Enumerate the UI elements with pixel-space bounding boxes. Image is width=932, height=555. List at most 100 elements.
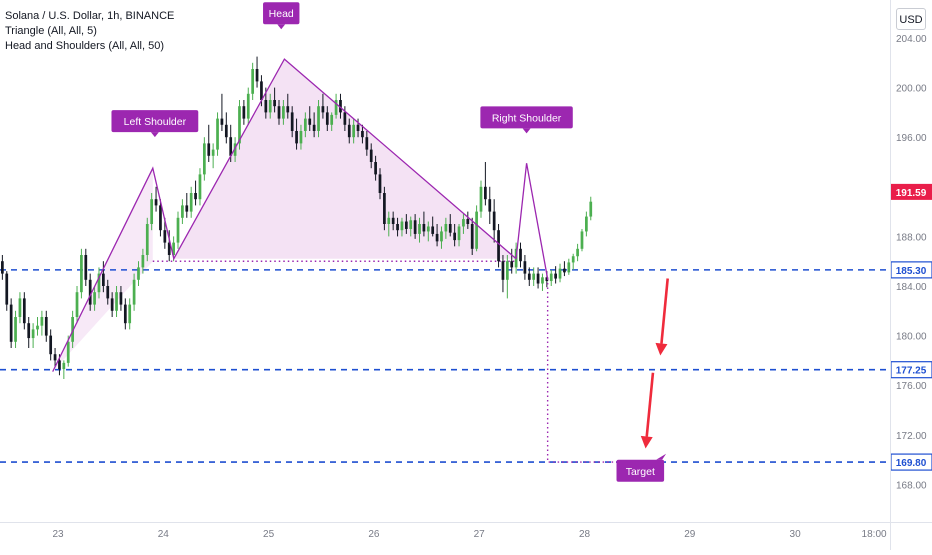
candle-body (330, 114, 334, 125)
candle-body (150, 199, 154, 224)
price-level-tag-text: 169.80 (896, 458, 927, 469)
candle-body (369, 149, 373, 162)
candle-body (1, 261, 4, 274)
candle-body (141, 255, 145, 268)
candle-body (492, 211, 496, 231)
currency-button[interactable]: USD (896, 8, 926, 30)
pattern-label-box[interactable] (111, 110, 199, 133)
candle-body (22, 298, 26, 324)
time-axis-divider (0, 522, 932, 523)
pattern-label-pointer (150, 132, 159, 138)
candle-body (119, 292, 123, 305)
candle-body (448, 224, 452, 233)
x-tick-label: 25 (263, 529, 275, 540)
candle-body (501, 261, 505, 280)
candle-body (189, 193, 193, 212)
candle-body (194, 193, 197, 200)
candle-body (585, 216, 588, 232)
y-tick-label: 196.00 (896, 133, 927, 144)
candle-body (71, 317, 74, 342)
candle-body (264, 100, 268, 113)
candle-body (303, 118, 307, 131)
pattern-label-box[interactable] (616, 459, 665, 482)
down-arrow-head (640, 435, 653, 449)
pattern-label-box[interactable] (480, 106, 573, 129)
candle-body (220, 118, 224, 125)
x-tick-label: 26 (368, 529, 380, 540)
legend-indicator-triangle[interactable]: Triangle (All, All, 5) (5, 25, 97, 37)
candle-body (404, 221, 408, 229)
candle-body (466, 219, 470, 224)
candle-body (145, 224, 149, 255)
candle-body (444, 224, 448, 232)
candle-body (308, 118, 312, 125)
candle-body (541, 277, 544, 284)
candle-body (299, 131, 303, 144)
candle-body (391, 217, 395, 224)
candle-body (475, 211, 478, 249)
y-tick-label: 180.00 (896, 332, 927, 343)
y-tick-label: 176.00 (896, 381, 927, 392)
current-price-text: 191.59 (896, 188, 927, 199)
candle-body (31, 329, 35, 339)
candle-body (563, 268, 566, 273)
candle-body (453, 232, 457, 241)
pattern-label-text: Target (626, 466, 655, 478)
candle-body (163, 230, 167, 243)
candle-body (325, 112, 329, 125)
candle-body (18, 298, 22, 317)
candle-body (132, 279, 136, 305)
candle-body (176, 217, 180, 243)
candle-body (211, 149, 215, 156)
y-tick-label: 188.00 (896, 232, 927, 243)
candle-body (527, 273, 531, 280)
candle-body (549, 273, 553, 282)
candle-body (356, 124, 360, 131)
legend-symbol: Solana / U.S. Dollar, 1h, BINANCE (5, 10, 175, 22)
candle-body (413, 220, 417, 234)
price-level-tag[interactable] (890, 361, 932, 379)
candle-body (106, 286, 110, 299)
candle-body (387, 217, 391, 224)
candle-body (229, 137, 233, 156)
candle-body (75, 292, 79, 317)
price-level-tag-text: 185.30 (896, 266, 927, 277)
price-level-tag[interactable] (890, 453, 932, 471)
candle-body (115, 292, 118, 311)
candle-body (374, 162, 377, 175)
candle-body (361, 131, 364, 138)
candle-body (185, 205, 189, 212)
candle-body (435, 233, 439, 242)
current-price-tag[interactable] (891, 183, 932, 200)
candle-body (9, 304, 13, 342)
x-tick-label: 30 (790, 529, 802, 540)
candle-body (334, 100, 338, 115)
pattern-label-box[interactable] (263, 2, 300, 25)
pattern-label-text: Head (269, 8, 294, 20)
candle-body (80, 255, 83, 293)
candle-body (233, 143, 237, 156)
candle-body (40, 317, 44, 326)
candle-body (224, 124, 228, 138)
candle-body (317, 106, 320, 131)
candle-body (282, 106, 285, 119)
price-level-tag[interactable] (890, 261, 932, 279)
x-tick-label: 28 (579, 529, 591, 540)
price-level-tag-text: 177.25 (896, 366, 927, 377)
candle-body (426, 226, 430, 232)
candle-body (286, 106, 290, 113)
candle-body (409, 220, 413, 229)
candle-body (198, 174, 202, 200)
candle-body (49, 335, 53, 355)
candle-body (505, 261, 509, 280)
pattern-label-pointer (522, 128, 531, 134)
candle-body (14, 317, 17, 342)
candle-body (470, 224, 474, 249)
pattern-label-text: Left Shoulder (124, 116, 187, 128)
legend-indicator-head-shoulders[interactable]: Head and Shoulders (All, All, 50) (5, 40, 164, 52)
candle-body (343, 112, 347, 125)
candle-body (66, 341, 70, 363)
candle-body (347, 124, 351, 138)
